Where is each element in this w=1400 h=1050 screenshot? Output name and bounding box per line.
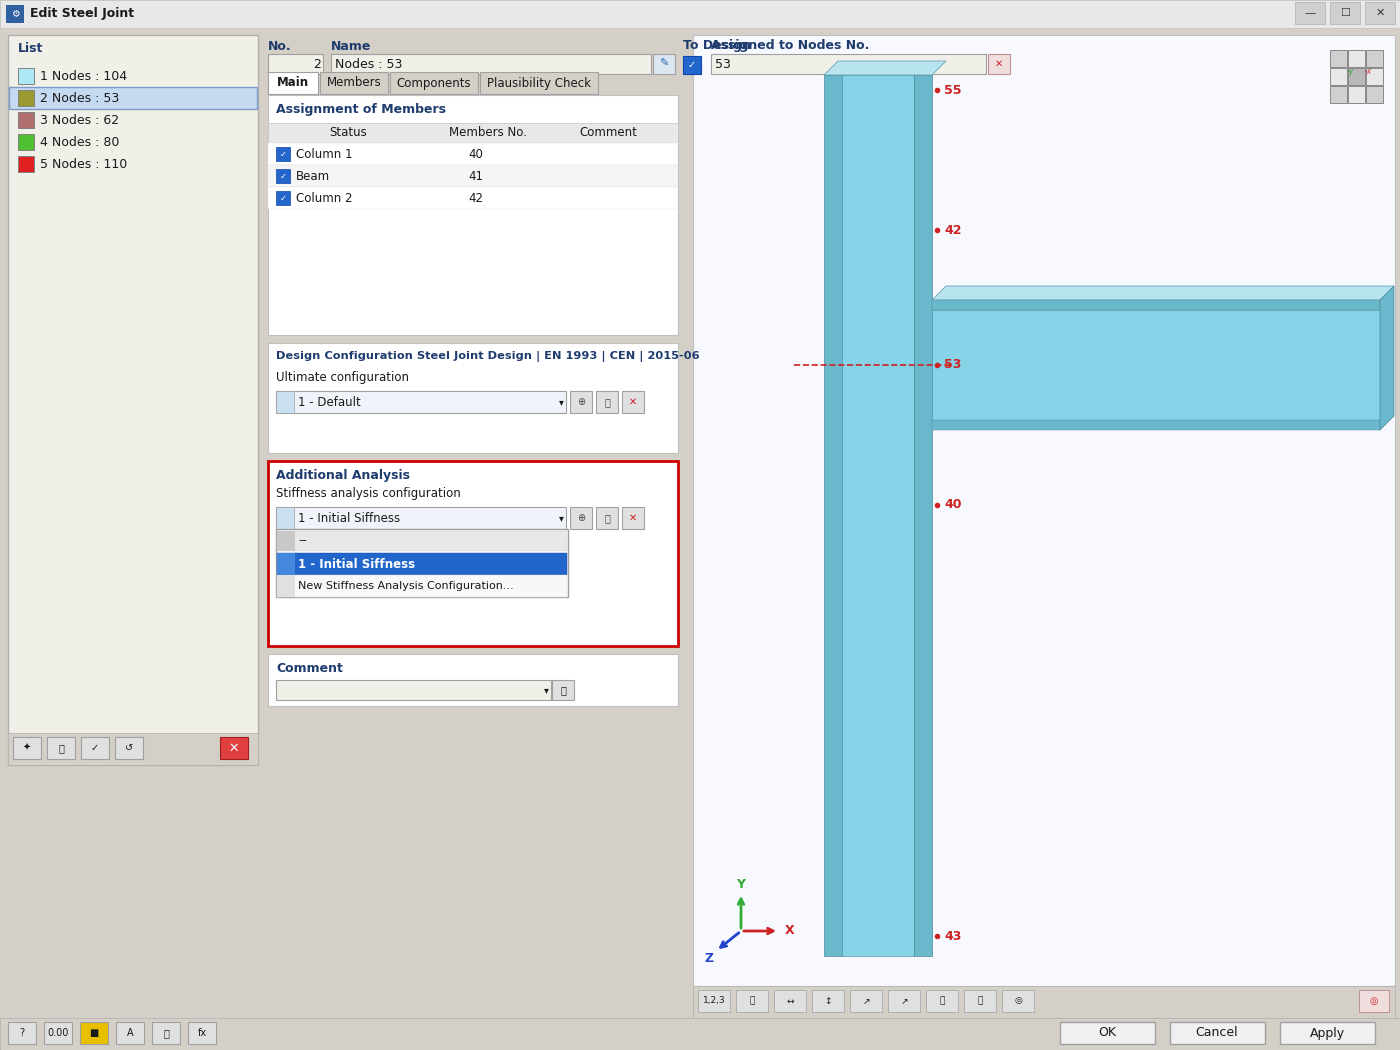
Text: 1 - Default: 1 - Default: [298, 396, 361, 408]
Text: fx: fx: [197, 1028, 207, 1038]
FancyBboxPatch shape: [321, 72, 388, 94]
FancyBboxPatch shape: [932, 310, 1380, 420]
FancyBboxPatch shape: [8, 87, 258, 109]
FancyBboxPatch shape: [965, 990, 995, 1012]
Text: ✎: ✎: [659, 59, 669, 69]
Text: 2: 2: [314, 58, 321, 70]
Text: 5 Nodes : 110: 5 Nodes : 110: [41, 158, 127, 170]
Text: New Stiffness Analysis Configuration...: New Stiffness Analysis Configuration...: [298, 581, 514, 591]
FancyBboxPatch shape: [1330, 50, 1347, 67]
Text: ⊕: ⊕: [577, 513, 585, 523]
FancyBboxPatch shape: [18, 90, 34, 106]
Text: Ultimate configuration: Ultimate configuration: [276, 372, 409, 384]
FancyBboxPatch shape: [276, 529, 568, 597]
Text: Comment: Comment: [276, 662, 343, 674]
Text: OK: OK: [1098, 1027, 1116, 1040]
Text: ↕: ↕: [825, 996, 832, 1006]
FancyBboxPatch shape: [1348, 86, 1365, 103]
FancyBboxPatch shape: [18, 112, 34, 128]
FancyBboxPatch shape: [622, 391, 644, 413]
FancyBboxPatch shape: [1330, 2, 1359, 24]
FancyBboxPatch shape: [18, 156, 34, 172]
Text: Components: Components: [396, 77, 472, 89]
FancyBboxPatch shape: [683, 56, 701, 74]
Text: 43: 43: [944, 929, 962, 943]
FancyBboxPatch shape: [0, 28, 1400, 1050]
FancyBboxPatch shape: [988, 54, 1009, 74]
FancyBboxPatch shape: [18, 134, 34, 150]
Text: Edit Steel Joint: Edit Steel Joint: [29, 7, 134, 21]
FancyBboxPatch shape: [267, 143, 678, 165]
Text: ⊕: ⊕: [577, 397, 585, 407]
Text: 41: 41: [468, 169, 483, 183]
FancyBboxPatch shape: [932, 420, 1380, 430]
Text: ↔: ↔: [787, 996, 794, 1006]
FancyBboxPatch shape: [277, 531, 295, 551]
Text: ?: ?: [20, 1028, 25, 1038]
Text: 55: 55: [944, 84, 962, 97]
Text: ⧉: ⧉: [939, 996, 945, 1006]
FancyBboxPatch shape: [267, 72, 318, 94]
FancyBboxPatch shape: [596, 507, 617, 529]
FancyBboxPatch shape: [6, 5, 24, 23]
Text: ✕: ✕: [228, 741, 239, 755]
Text: ⧉: ⧉: [560, 685, 566, 695]
FancyBboxPatch shape: [1330, 86, 1347, 103]
Text: Apply: Apply: [1309, 1027, 1344, 1040]
FancyBboxPatch shape: [774, 990, 806, 1012]
Text: ▾: ▾: [559, 513, 563, 523]
Text: Cancel: Cancel: [1196, 1027, 1239, 1040]
Text: Y: Y: [736, 879, 745, 891]
Text: No.: No.: [267, 40, 291, 52]
FancyBboxPatch shape: [267, 54, 323, 74]
FancyBboxPatch shape: [552, 680, 574, 700]
FancyBboxPatch shape: [570, 391, 592, 413]
FancyBboxPatch shape: [825, 75, 841, 956]
FancyBboxPatch shape: [267, 654, 678, 706]
FancyBboxPatch shape: [267, 343, 678, 453]
Text: 🖥: 🖥: [162, 1028, 169, 1038]
FancyBboxPatch shape: [0, 0, 1400, 28]
FancyBboxPatch shape: [263, 35, 1394, 1018]
FancyBboxPatch shape: [699, 990, 729, 1012]
Text: Comment: Comment: [580, 126, 637, 140]
Text: Members No.: Members No.: [449, 126, 526, 140]
Text: Members: Members: [326, 77, 381, 89]
FancyBboxPatch shape: [267, 165, 678, 187]
FancyBboxPatch shape: [711, 54, 986, 74]
Text: ✓: ✓: [280, 171, 287, 181]
FancyBboxPatch shape: [1366, 50, 1383, 67]
Text: ⧉: ⧉: [603, 513, 610, 523]
Text: List: List: [18, 42, 43, 56]
Text: ⧉: ⧉: [57, 743, 64, 753]
FancyBboxPatch shape: [693, 986, 1394, 1018]
Polygon shape: [932, 286, 1394, 300]
Text: ✕: ✕: [629, 397, 637, 407]
FancyBboxPatch shape: [276, 507, 294, 529]
Text: ✕: ✕: [1375, 8, 1385, 18]
Text: A: A: [126, 1028, 133, 1038]
Text: Stiffness analysis configuration: Stiffness analysis configuration: [276, 487, 461, 501]
Text: To Design: To Design: [683, 40, 750, 52]
FancyBboxPatch shape: [736, 990, 769, 1012]
Text: Z: Z: [704, 952, 714, 966]
FancyBboxPatch shape: [8, 1022, 36, 1044]
FancyBboxPatch shape: [1280, 1022, 1375, 1044]
Text: Beam: Beam: [295, 169, 330, 183]
FancyBboxPatch shape: [277, 575, 295, 597]
Text: 2 Nodes : 53: 2 Nodes : 53: [41, 91, 119, 105]
FancyBboxPatch shape: [391, 72, 477, 94]
Text: Design Configuration Steel Joint Design | EN 1993 | CEN | 2015-06: Design Configuration Steel Joint Design …: [276, 352, 700, 362]
FancyBboxPatch shape: [8, 35, 258, 765]
FancyBboxPatch shape: [1330, 68, 1347, 85]
Text: 1,2,3: 1,2,3: [703, 996, 725, 1006]
Polygon shape: [1380, 286, 1394, 430]
Text: Column 1: Column 1: [295, 147, 353, 161]
FancyBboxPatch shape: [1170, 1022, 1266, 1044]
Text: 0.00: 0.00: [48, 1028, 69, 1038]
Text: ■: ■: [90, 1028, 98, 1038]
Text: ✕: ✕: [629, 513, 637, 523]
FancyBboxPatch shape: [0, 1018, 1400, 1050]
FancyBboxPatch shape: [80, 1022, 108, 1044]
